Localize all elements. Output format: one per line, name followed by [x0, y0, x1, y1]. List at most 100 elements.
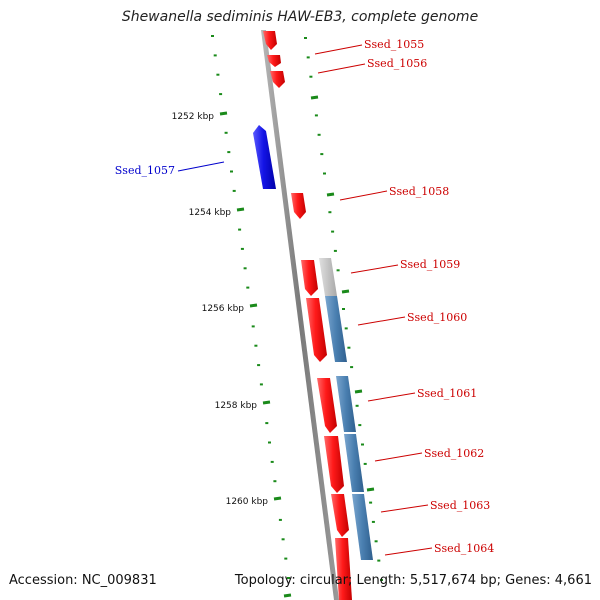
- track-segment: [336, 376, 356, 432]
- minor-tick-dot: [213, 54, 217, 57]
- genome-backbone: [261, 30, 339, 600]
- track-segment: [325, 296, 347, 362]
- gene-label[interactable]: Ssed_1060: [407, 311, 467, 324]
- tick-mark: [283, 593, 292, 598]
- minor-tick-dot: [268, 441, 271, 444]
- gene-arrow-ssed-1064[interactable]: [335, 538, 352, 600]
- minor-tick-dot: [363, 462, 367, 465]
- gene-arrow-ssed-1059[interactable]: [301, 260, 318, 296]
- minor-tick-dot: [369, 501, 373, 504]
- tick-label: 1254 kbp: [189, 208, 232, 218]
- minor-tick-dot: [243, 267, 247, 270]
- label-leader: [177, 161, 225, 172]
- minor-tick-dot: [304, 37, 307, 39]
- label-leader: [367, 392, 416, 402]
- minor-tick-dot: [265, 422, 269, 425]
- minor-tick-dot: [287, 577, 290, 579]
- label-leader: [380, 504, 429, 513]
- tick-mark: [262, 400, 271, 405]
- minor-tick-dot: [259, 383, 263, 386]
- minor-tick-dot: [336, 269, 340, 272]
- tick-mark: [310, 95, 319, 100]
- gene-arrow-ssed-1061[interactable]: [317, 378, 337, 433]
- minor-tick-dot: [342, 308, 345, 310]
- minor-tick-dot: [331, 230, 335, 233]
- label-leader: [317, 63, 366, 74]
- gene-label[interactable]: Ssed_1064: [434, 542, 494, 555]
- gene-label[interactable]: Ssed_1055: [364, 38, 424, 51]
- outer-tick-dots: [304, 37, 383, 581]
- label-leader: [350, 264, 399, 274]
- tick-label: 1252 kbp: [172, 112, 215, 122]
- minor-tick-dot: [350, 366, 354, 369]
- minor-tick-dot: [355, 404, 359, 407]
- gene-arrow-ssed-1063[interactable]: [331, 494, 349, 537]
- label-leader: [314, 44, 363, 55]
- minor-tick-dot: [344, 327, 348, 330]
- gene-label[interactable]: Ssed_1059: [400, 258, 460, 271]
- minor-tick-dot: [240, 247, 244, 250]
- minor-tick-dot: [309, 75, 313, 78]
- minor-tick-dot: [317, 133, 321, 136]
- minor-tick-dot: [361, 443, 364, 446]
- label-leader: [374, 452, 423, 462]
- secondary-track: [319, 258, 373, 560]
- major-ticks: [219, 95, 375, 598]
- minor-tick-dot: [347, 346, 351, 349]
- minor-tick-dot: [257, 364, 261, 367]
- gene-label[interactable]: Ssed_1058: [389, 185, 449, 198]
- minor-tick-dot: [281, 538, 285, 541]
- minor-tick-dot: [320, 153, 324, 156]
- minor-tick-dot: [278, 518, 282, 521]
- gene-label[interactable]: Ssed_1062: [424, 447, 484, 460]
- minor-tick-dot: [374, 540, 378, 543]
- gene-features: [253, 31, 352, 600]
- minor-tick-dot: [211, 35, 214, 37]
- minor-tick-dot: [314, 114, 318, 117]
- accession-text: Accession: NC_009831: [9, 573, 157, 588]
- minor-tick-dot: [230, 170, 233, 173]
- gene-arrow-ssed-1057[interactable]: [253, 125, 276, 189]
- tick-mark: [249, 303, 258, 308]
- minor-tick-dot: [273, 480, 277, 483]
- tick-mark: [273, 496, 282, 501]
- gene-label[interactable]: Ssed_1056: [367, 57, 427, 70]
- gene-label[interactable]: Ssed_1057: [115, 164, 175, 177]
- gene-arrow-ssed-1058[interactable]: [291, 193, 306, 219]
- minor-tick-dot: [254, 344, 258, 347]
- track-segment: [344, 434, 364, 492]
- tick-label: 1256 kbp: [202, 304, 245, 314]
- minor-tick-dot: [371, 520, 375, 523]
- minor-tick-dot: [227, 151, 231, 154]
- gene-arrow-ssed-1056[interactable]: [267, 55, 281, 67]
- topology-text: Topology: circular; Length: 5,517,674 bp…: [234, 573, 592, 588]
- minor-tick-dot: [328, 211, 332, 214]
- label-leader: [357, 316, 406, 326]
- minor-tick-dot: [232, 189, 236, 192]
- gene-label[interactable]: Ssed_1061: [417, 387, 477, 400]
- minor-tick-dot: [377, 559, 381, 562]
- minor-tick-dot: [284, 557, 288, 560]
- minor-tick-dot: [216, 73, 220, 76]
- minor-tick-dot: [358, 424, 362, 427]
- minor-tick-dot: [323, 172, 326, 175]
- track-segment: [352, 494, 373, 560]
- tick-mark: [326, 192, 335, 197]
- map-title: Shewanella sediminis HAW-EB3, complete g…: [121, 9, 479, 25]
- label-leader: [339, 190, 388, 201]
- gene-arrow-ssed-1060[interactable]: [306, 298, 327, 362]
- gene-arrow-ssed-1062[interactable]: [324, 436, 344, 493]
- minor-tick-dot: [246, 286, 250, 289]
- gene-label[interactable]: Ssed_1063: [430, 499, 490, 512]
- gene-arrow-ssed-1055[interactable]: [263, 31, 277, 50]
- tick-mark: [236, 207, 245, 212]
- tick-label: 1258 kbp: [215, 401, 258, 411]
- minor-tick-dot: [219, 93, 223, 96]
- minor-tick-dot: [238, 228, 242, 231]
- gene-arrow-ssed-1056b[interactable]: [270, 71, 285, 88]
- minor-tick-dot: [333, 249, 337, 252]
- track-segment-light: [319, 258, 337, 296]
- minor-tick-dot: [251, 325, 255, 328]
